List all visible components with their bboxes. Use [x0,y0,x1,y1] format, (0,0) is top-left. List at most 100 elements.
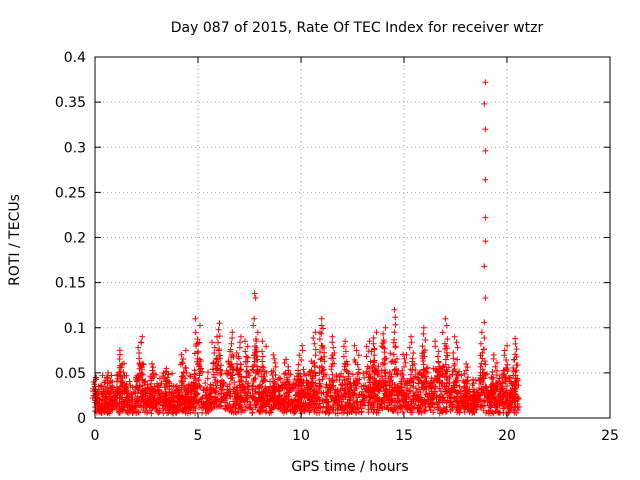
data-point [242,338,249,345]
data-point [250,367,257,374]
data-point [164,374,171,381]
data-point [407,406,414,413]
data-point [400,400,407,407]
data-point [434,353,441,360]
data-point [421,384,428,391]
chart-title: Day 087 of 2015, Rate Of TEC Index for r… [171,20,544,36]
data-point [372,381,379,388]
data-point [139,387,146,394]
data-point [436,385,443,392]
data-point [351,356,358,363]
data-point [196,356,203,363]
y-tick-label: 0.25 [55,185,86,201]
data-point [406,387,413,394]
data-point [500,405,507,412]
data-point [402,392,409,399]
data-point [226,381,233,388]
data-point [403,387,410,394]
data-point [388,374,395,381]
data-point [321,349,328,356]
axis-ticks [94,56,611,419]
data-point [379,398,386,405]
data-point [344,410,351,417]
data-point [328,366,335,373]
data-point [244,388,251,395]
data-point [339,382,346,389]
data-point [99,372,106,379]
data-point [482,294,489,301]
data-point [116,395,123,402]
data-point [243,363,250,370]
data-point [311,340,318,347]
data-point [485,408,492,415]
data-point [271,400,278,407]
data-point [311,386,318,393]
data-point [450,350,457,357]
data-point [293,381,300,387]
data-point [387,350,394,357]
data-point [421,367,428,374]
data-point [486,402,493,409]
data-point [422,336,429,343]
data-point [258,368,265,375]
data-point [481,358,488,365]
data-point [206,391,213,398]
data-point [118,377,125,384]
data-point [139,371,146,378]
data-point [156,394,163,401]
data-point [451,366,458,373]
x-axis-label: GPS time / hours [291,459,408,475]
data-point [392,344,399,351]
data-point [269,392,276,399]
data-point [408,377,415,384]
data-point [236,393,243,400]
data-point [205,369,212,376]
data-point [489,368,496,375]
data-point [360,382,367,389]
data-point [244,383,251,390]
data-point [421,398,428,405]
data-point [272,363,279,370]
data-point [332,410,339,417]
data-point [452,371,459,378]
data-point [453,339,460,346]
data-point [289,385,296,392]
data-point [366,394,373,401]
data-point [251,362,258,369]
data-point [319,397,326,404]
data-point [381,379,388,386]
data-point [478,360,485,367]
data-point [259,378,266,385]
data-point [512,340,519,347]
data-point [363,343,370,350]
data-point [319,376,326,383]
data-point [236,382,243,389]
data-point [296,399,303,406]
data-point [282,370,289,377]
data-point [281,391,288,398]
data-point [310,335,317,342]
data-point [431,404,438,411]
data-point [128,396,135,403]
data-point [295,398,302,405]
data-point [512,382,519,389]
data-point [391,336,398,343]
data-point [380,336,387,343]
data-point [260,404,267,411]
data-point [407,371,414,378]
data-point [269,371,276,378]
data-point [363,385,370,392]
data-point [354,404,361,411]
data-point [237,361,244,368]
data-point [408,404,415,411]
data-point [351,342,358,349]
data-point [281,371,288,378]
data-point [463,380,470,387]
data-point [125,386,132,393]
data-point [136,350,143,357]
data-point [303,377,310,384]
data-point [272,388,279,395]
data-point [470,380,477,387]
data-point [108,393,115,400]
